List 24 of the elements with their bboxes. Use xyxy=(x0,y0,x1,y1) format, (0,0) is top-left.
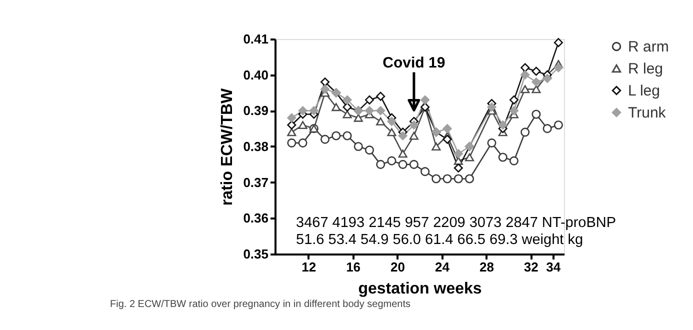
y-axis-title: ratio ECW/TBW xyxy=(219,87,236,206)
annotation: 51.6 53.4 54.9 56.0 61.4 66.5 69.3 weight kg xyxy=(296,232,584,248)
y-tick-label: 0.35 xyxy=(243,246,268,262)
legend-label: Trunk xyxy=(628,104,666,122)
y-tick-label: 0.38 xyxy=(243,139,268,154)
legend-label: L leg xyxy=(628,82,660,100)
x-tick-label: 20 xyxy=(390,260,406,274)
y-tick-label: 0.40 xyxy=(243,67,268,82)
y-tick-label: 0.41 xyxy=(243,32,268,46)
x-tick-label: 32 xyxy=(524,260,538,274)
y-tick-label: 0.36 xyxy=(243,210,268,226)
annotation: 3467 4193 2145 957 2209 3073 2847 NT-proBNP xyxy=(296,215,616,231)
caption: Fig. 2 ECW/TBW ratio over pregnancy in in different body segments xyxy=(110,299,411,310)
x-tick-label: 34 xyxy=(546,260,562,274)
x-tick-label: 24 xyxy=(434,260,450,274)
x-tick-label: 12 xyxy=(302,260,316,274)
y-tick-label: 0.37 xyxy=(243,174,268,190)
x-tick-label: 28 xyxy=(479,260,494,274)
x-tick-label: 16 xyxy=(346,260,361,274)
x-axis-title: gestation weeks xyxy=(358,280,482,298)
legend-label: R leg xyxy=(628,60,664,78)
annotation: Covid 19 xyxy=(382,54,446,72)
legend-label: R arm xyxy=(628,38,669,56)
y-tick-label: 0.39 xyxy=(243,103,268,118)
